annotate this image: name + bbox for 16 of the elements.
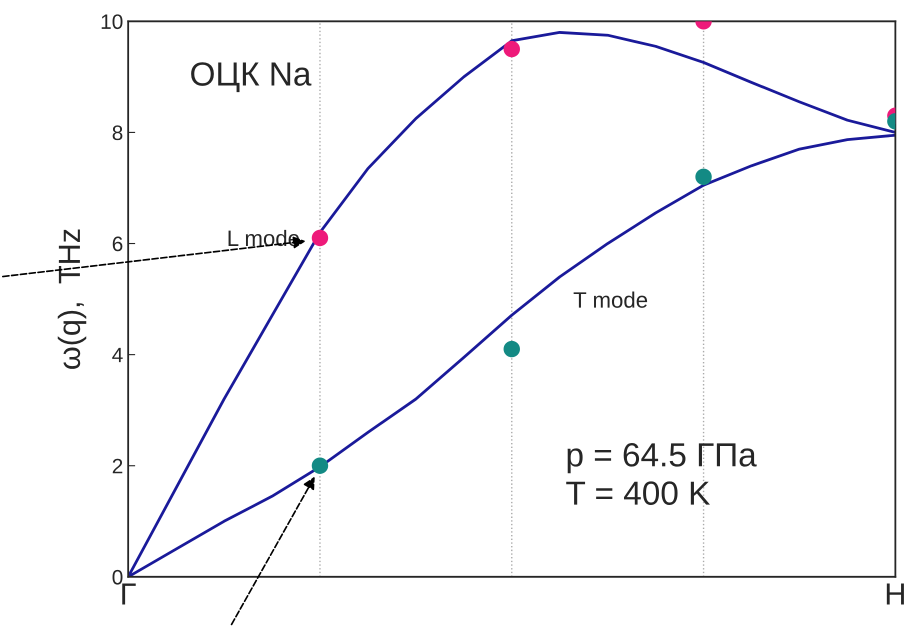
annotation: ОЦК Na <box>191 62 312 92</box>
point <box>312 458 328 474</box>
annotation: p = 64.5 ГПа T = 400 K <box>566 443 757 505</box>
y-tick-label: 2 <box>112 458 122 474</box>
y-tick-label: 0 <box>112 570 122 585</box>
point <box>504 340 520 358</box>
x-tick-label: Γ <box>122 584 136 605</box>
y-axis-title: ω(q), THz <box>58 230 86 369</box>
y-tick-label: 6 <box>112 236 122 252</box>
point <box>312 230 328 246</box>
y-tick-label: 4 <box>112 348 123 362</box>
point <box>504 40 520 58</box>
y-tick-label: 10 <box>102 14 122 30</box>
y-tick-label: 8 <box>112 125 122 140</box>
annotation: T mode <box>574 292 648 308</box>
x-tick-label: H <box>886 584 904 605</box>
